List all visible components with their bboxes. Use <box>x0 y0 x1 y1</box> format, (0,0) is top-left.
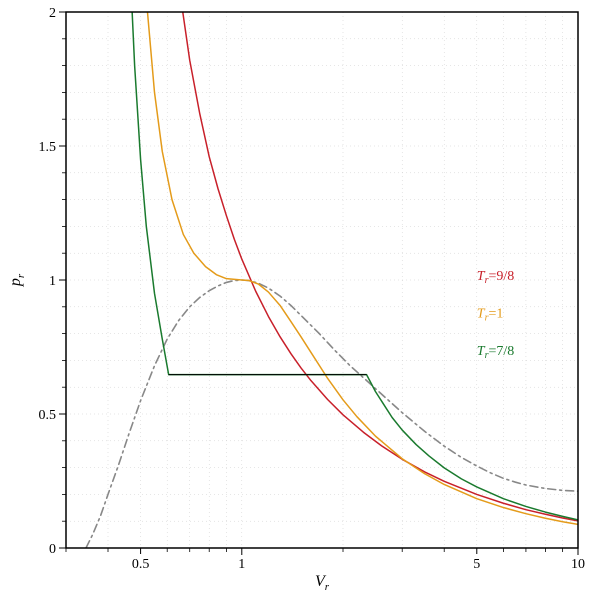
x-axis-label: Vr <box>315 573 330 590</box>
legend-isotherm78: Tr=7/8 <box>477 344 515 361</box>
y-axis-label: pr <box>7 273 27 287</box>
y-tick-label: 2 <box>49 6 56 21</box>
x-tick-label: 5 <box>473 557 480 572</box>
x-tick-label: 1 <box>238 557 245 572</box>
isotherm1-curve <box>128 0 578 524</box>
x-tick-label: 10 <box>571 557 585 572</box>
y-tick-label: 1.5 <box>39 140 57 155</box>
x-tick-label: 0.5 <box>132 557 150 572</box>
y-tick-label: 1 <box>49 274 56 289</box>
chart-container: 1 10 0.5 5 Vr 0 0.5 1 1.5 2 pr Tr=9/8 Tr=1 Tr=7/8 <box>0 0 590 590</box>
y-tick-label: 0 <box>49 542 56 557</box>
y-tick-label: 0.5 <box>39 408 57 423</box>
isotherm98-curve <box>141 0 578 521</box>
legend-isotherm98: Tr=9/8 <box>477 269 515 286</box>
isotherm78-curve <box>115 0 578 520</box>
pv-isotherm-chart: 1 10 0.5 5 Vr 0 0.5 1 1.5 2 pr Tr=9/8 Tr=1 Tr=7/8 <box>0 0 590 590</box>
legend-isotherm1: Tr=1 <box>477 307 504 324</box>
